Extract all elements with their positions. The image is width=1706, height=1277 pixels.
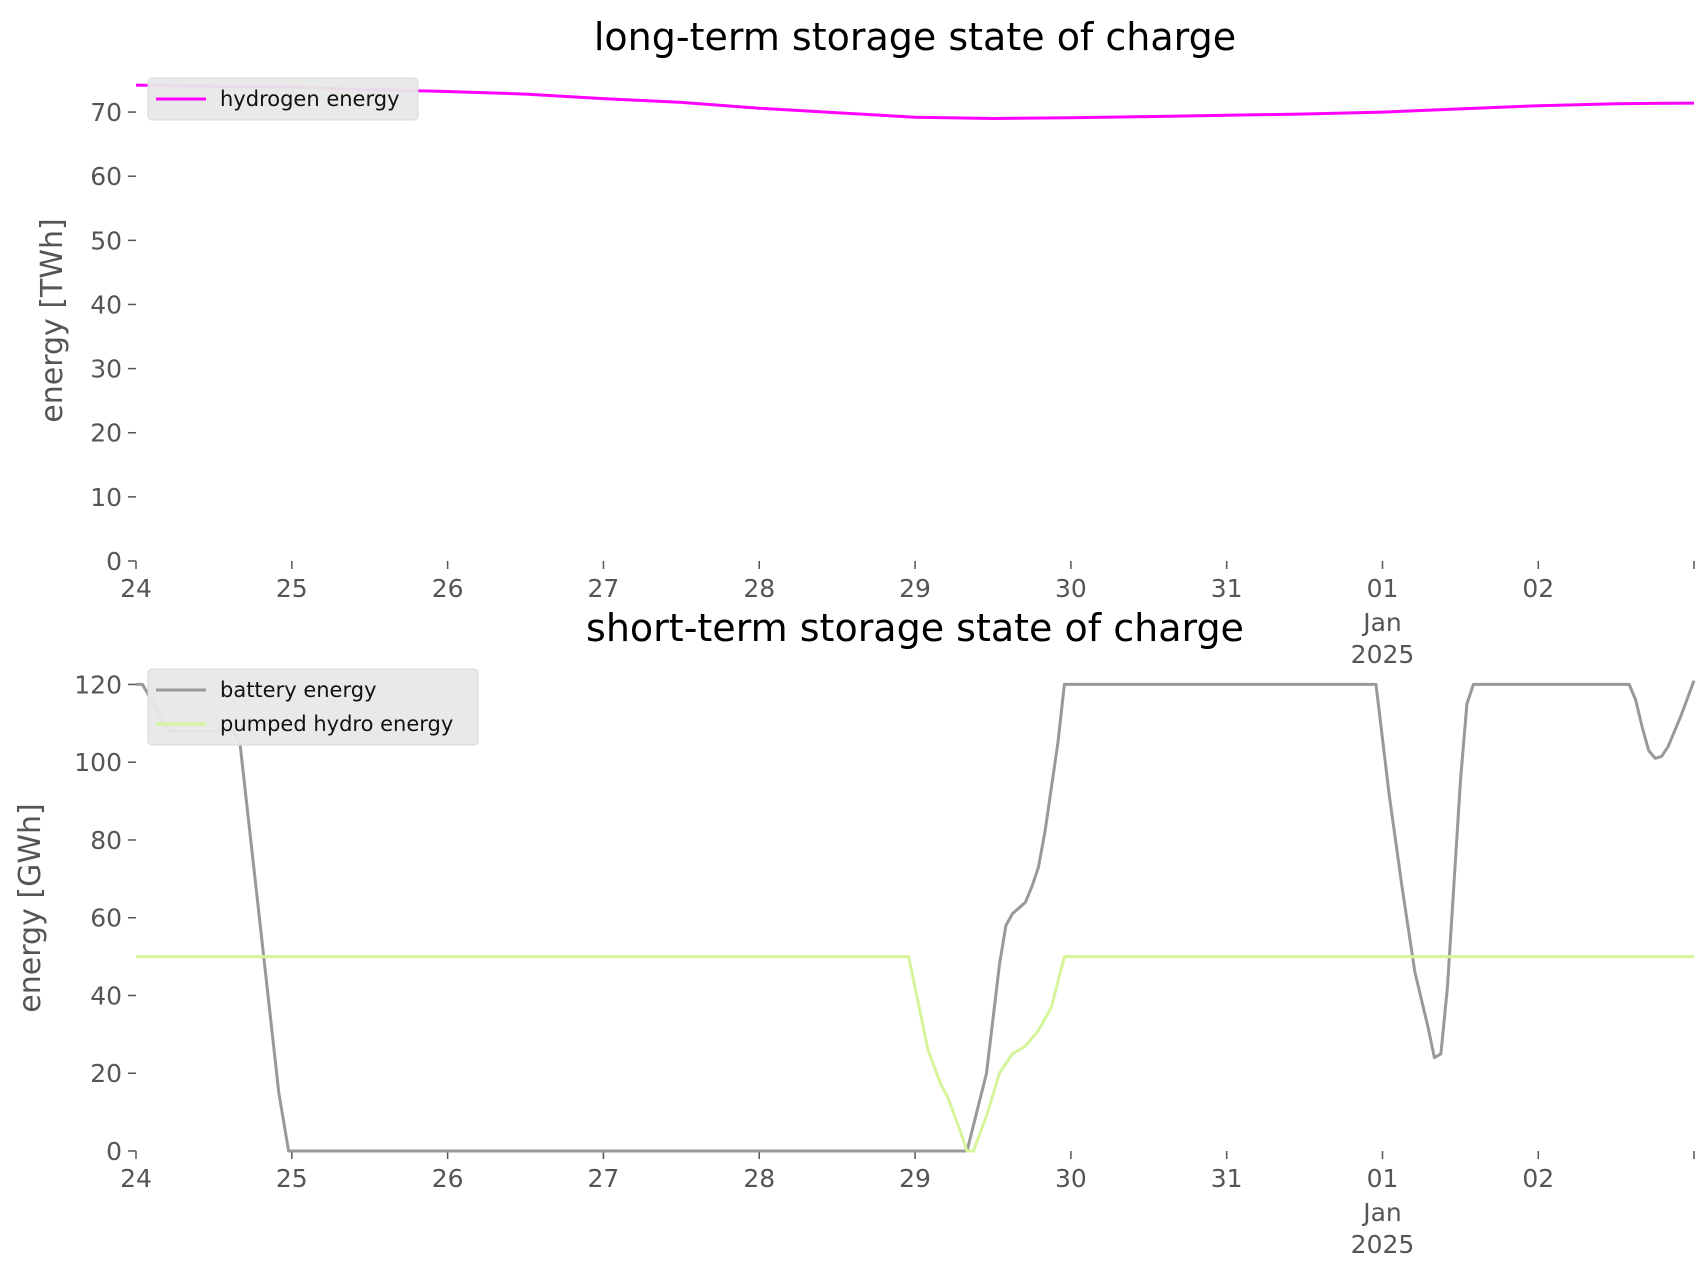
x-tick-label: 25: [276, 1164, 308, 1193]
x-tick-label: 02: [1522, 574, 1554, 603]
y-tick-label: 20: [90, 1059, 122, 1088]
y-tick-label: 80: [90, 826, 122, 855]
y-tick-label: 100: [74, 748, 122, 777]
y-tick-label: 70: [90, 98, 122, 127]
legend-label: hydrogen energy: [220, 87, 400, 111]
x-tick-label: 01: [1367, 574, 1399, 603]
y-tick-label: 10: [90, 483, 122, 512]
x-tick-sublabel: 2025: [1351, 1230, 1415, 1259]
chart-title: long-term storage state of charge: [594, 15, 1236, 59]
x-tick-label: 31: [1211, 1164, 1243, 1193]
y-tick-label: 0: [106, 1137, 122, 1166]
y-tick-label: 40: [90, 290, 122, 319]
y-tick-label: 20: [90, 419, 122, 448]
x-tick-label: 30: [1055, 574, 1087, 603]
legend-frame: [147, 77, 419, 121]
legend-label: pumped hydro energy: [220, 712, 453, 736]
short-term-chart: short-term storage state of charge energy…: [13, 606, 1696, 1259]
x-tick-label: 31: [1211, 574, 1243, 603]
x-tick-label: 24: [120, 574, 152, 603]
y-tick-label: 60: [90, 904, 122, 933]
y-tick-label: 40: [90, 981, 122, 1010]
x-tick-label: 02: [1522, 1164, 1554, 1193]
y-tick-label: 30: [90, 355, 122, 384]
y-tick-label: 60: [90, 162, 122, 191]
legend: battery energy pumped hydro energy: [147, 668, 479, 746]
y-tick-label: 120: [74, 670, 122, 699]
y-axis-label: energy [GWh]: [13, 803, 48, 1012]
x-tick-label: 25: [276, 574, 308, 603]
x-tick-label: 28: [743, 1164, 775, 1193]
x-tick-label: 30: [1055, 1164, 1087, 1193]
x-tick-label: 01: [1367, 1164, 1399, 1193]
x-tick-sublabel: 2025: [1351, 640, 1415, 669]
x-tick-label: 29: [899, 574, 931, 603]
chart-title: short-term storage state of charge: [586, 606, 1244, 650]
x-tick-label: 27: [588, 1164, 620, 1193]
series-line-pumped-hydro-energy: [136, 955, 1694, 1153]
x-tick-label: 26: [432, 574, 464, 603]
y-tick-label: 0: [106, 547, 122, 576]
x-tick-label: 24: [120, 1164, 152, 1193]
series-line-battery-energy: [136, 680, 1696, 1153]
legend-label: battery energy: [220, 678, 377, 702]
x-tick-label: 27: [588, 574, 620, 603]
legend-frame: [147, 668, 479, 746]
legend: hydrogen energy: [147, 77, 419, 121]
x-tick-sublabel: Jan: [1361, 1198, 1402, 1227]
long-term-chart: long-term storage state of charge energy …: [35, 15, 1695, 669]
x-tick-sublabel: Jan: [1361, 608, 1402, 637]
y-tick-label: 50: [90, 226, 122, 255]
x-tick-label: 28: [743, 574, 775, 603]
y-axis-label: energy [TWh]: [35, 218, 70, 422]
x-tick-label: 29: [899, 1164, 931, 1193]
x-tick-label: 26: [432, 1164, 464, 1193]
